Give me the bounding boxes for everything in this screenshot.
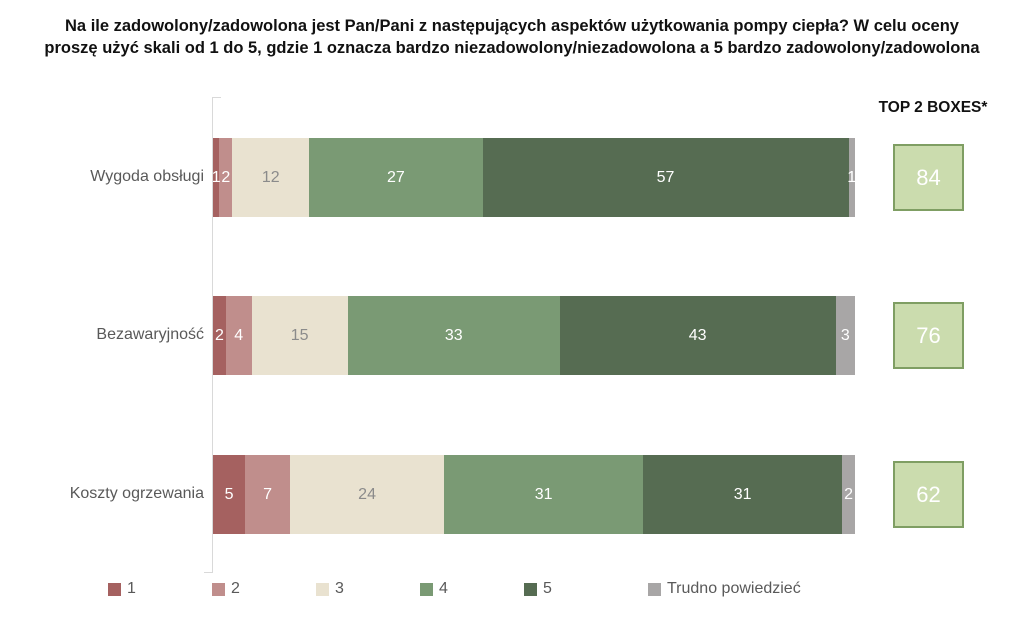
bar-segment-4: 31 <box>444 455 644 534</box>
legend-swatch-icon <box>524 582 537 596</box>
legend-item-5: 5 <box>524 580 552 598</box>
stacked-bar: 1 2 12 27 57 1 <box>211 138 857 217</box>
segment-value-label: 31 <box>733 485 752 503</box>
legend-swatch-icon <box>316 582 329 596</box>
legend-label: 5 <box>543 580 552 597</box>
top2-box-value: 84 <box>893 144 964 211</box>
segment-value-label: 24 <box>358 485 376 503</box>
segment-value-label: 1 <box>847 168 857 186</box>
segment-value-label: 5 <box>224 485 234 503</box>
legend-label: 2 <box>231 580 240 597</box>
bar-segment-3: 24 <box>290 455 445 534</box>
top2-box-value: 62 <box>893 461 964 528</box>
category-label: Bezawaryjność <box>96 325 204 343</box>
segment-value-label: 27 <box>387 168 405 186</box>
category-label: Wygoda obsługi <box>90 167 204 185</box>
y-axis-top-tick <box>212 97 221 98</box>
chart-title-line-1: Na ile zadowolony/zadowolona jest Pan/Pa… <box>65 17 959 35</box>
legend-swatch-icon <box>648 582 661 596</box>
stacked-bar: 2 4 15 33 43 3 <box>213 296 855 375</box>
bar-segment-1: 1 <box>211 138 221 217</box>
legend-item-3: 3 <box>316 580 344 598</box>
bar-segment-5: 31 <box>643 455 843 534</box>
bar-segment-1: 5 <box>213 455 246 534</box>
legend: 1 2 3 4 5 Trudno powiedzieć <box>0 580 1024 600</box>
legend-item-2: 2 <box>212 580 240 598</box>
top2-boxes-header: TOP 2 BOXES* <box>878 99 988 116</box>
segment-value-label: 3 <box>840 326 850 344</box>
category-label: Koszty ogrzewania <box>69 484 204 502</box>
segment-value-label: 2 <box>214 326 224 344</box>
segment-value-label: 33 <box>444 326 463 344</box>
segment-value-label: 1 <box>211 168 221 186</box>
top2-box-value: 76 <box>893 302 964 369</box>
legend-label: Trudno powiedzieć <box>667 580 801 597</box>
bar-segment-4: 33 <box>347 296 560 375</box>
segment-value-label: 43 <box>688 326 707 344</box>
segment-value-label: 4 <box>234 326 244 344</box>
bar-segment-trudno-powiedziec: 1 <box>847 138 857 217</box>
legend-swatch-icon <box>212 582 225 596</box>
bar-segment-2: 4 <box>225 296 252 375</box>
legend-item-1: 1 <box>108 580 136 598</box>
bar-segment-5: 43 <box>559 296 836 375</box>
bar-segment-1: 2 <box>213 296 226 375</box>
bar-segment-trudno-powiedziec: 2 <box>842 455 855 534</box>
legend-item-trudno-powiedziec: Trudno powiedzieć <box>648 580 801 598</box>
legend-label: 4 <box>439 580 448 597</box>
bar-segment-3: 12 <box>232 138 310 217</box>
segment-value-label: 57 <box>656 168 675 186</box>
chart-title: Na ile zadowolony/zadowolona jest Pan/Pa… <box>0 15 1024 59</box>
legend-swatch-icon <box>420 582 433 596</box>
segment-value-label: 31 <box>534 485 553 503</box>
bar-segment-4: 27 <box>309 138 483 217</box>
y-axis-bottom-tick <box>204 572 213 573</box>
legend-swatch-icon <box>108 582 121 596</box>
stacked-bar: 5 7 24 31 31 2 <box>213 455 855 534</box>
y-axis-line <box>212 97 213 573</box>
bar-segment-trudno-powiedziec: 3 <box>835 296 855 375</box>
segment-value-label: 12 <box>261 168 280 186</box>
segment-value-label: 2 <box>221 168 231 186</box>
segment-value-label: 15 <box>290 326 309 344</box>
segment-value-label: 2 <box>844 485 853 503</box>
bar-segment-5: 57 <box>482 138 849 217</box>
bar-segment-2: 2 <box>219 138 233 217</box>
legend-item-4: 4 <box>420 580 448 598</box>
chart-title-line-2: proszę użyć skali od 1 do 5, gdzie 1 ozn… <box>44 39 980 57</box>
legend-label: 1 <box>127 580 136 597</box>
bar-segment-2: 7 <box>245 455 291 534</box>
bar-segment-3: 15 <box>251 296 348 375</box>
segment-value-label: 7 <box>263 485 273 503</box>
legend-label: 3 <box>335 580 344 597</box>
